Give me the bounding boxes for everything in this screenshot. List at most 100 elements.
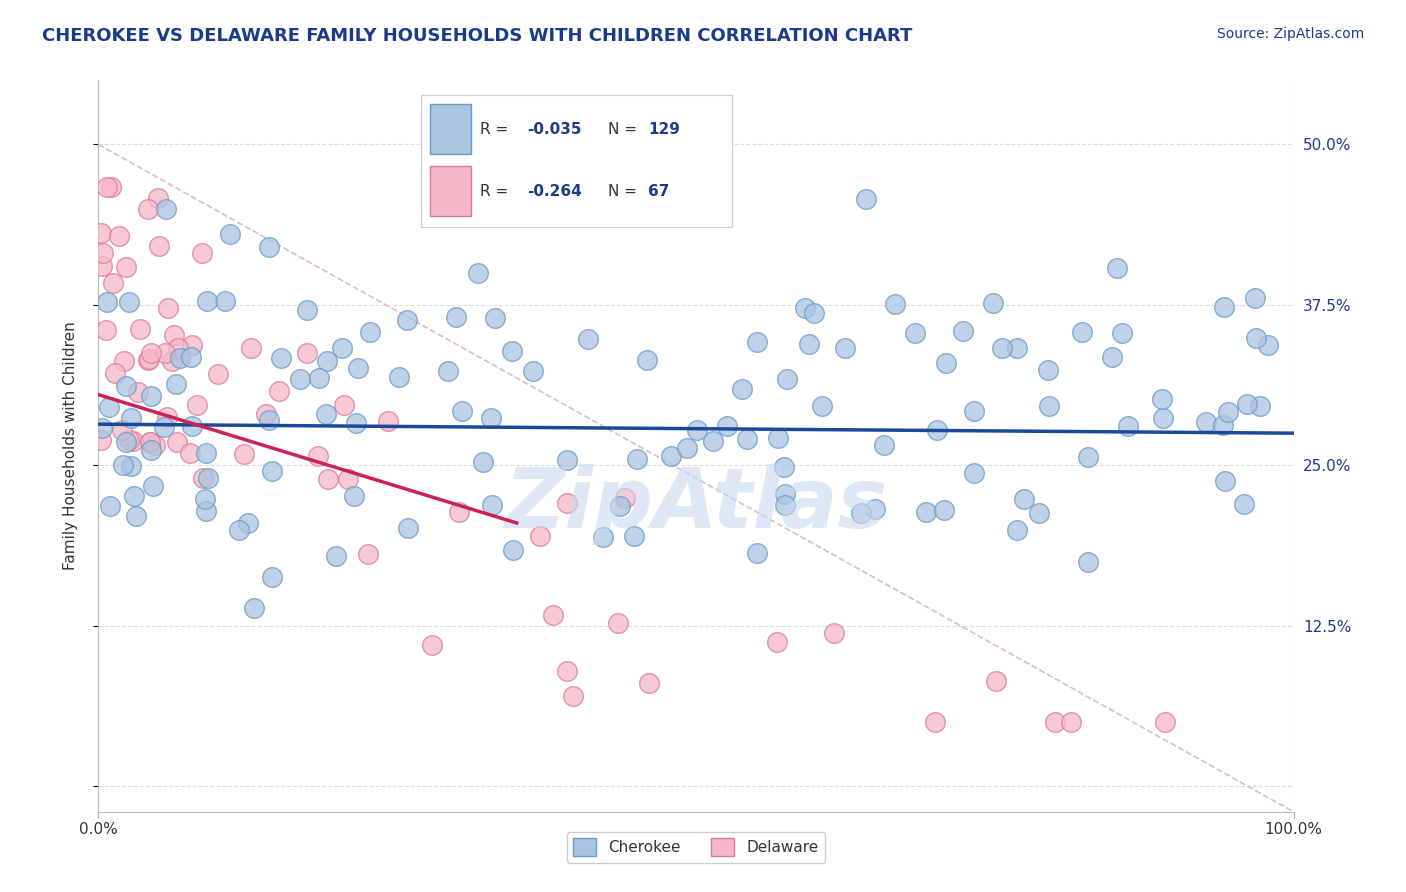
Point bbox=[766, 635, 789, 649]
Point bbox=[420, 638, 443, 652]
Point bbox=[166, 435, 188, 450]
Point bbox=[156, 409, 179, 424]
Point bbox=[609, 500, 631, 514]
Point bbox=[194, 446, 217, 460]
Point bbox=[297, 303, 319, 318]
Point bbox=[1028, 506, 1050, 520]
Point bbox=[143, 438, 166, 452]
Point bbox=[359, 326, 381, 340]
Point bbox=[396, 521, 419, 535]
Point bbox=[444, 310, 467, 325]
Point bbox=[122, 489, 145, 503]
Point bbox=[1077, 450, 1099, 465]
Point bbox=[100, 179, 122, 194]
Point bbox=[1244, 291, 1267, 305]
Point bbox=[160, 353, 183, 368]
Point bbox=[773, 460, 796, 475]
Point bbox=[112, 458, 135, 472]
Point bbox=[1236, 397, 1258, 411]
Point bbox=[118, 294, 141, 309]
Point bbox=[316, 471, 339, 485]
Point bbox=[1154, 714, 1177, 729]
Point bbox=[1257, 338, 1279, 352]
Text: Source: ZipAtlas.com: Source: ZipAtlas.com bbox=[1216, 27, 1364, 41]
Point bbox=[963, 404, 986, 418]
Point bbox=[1036, 363, 1059, 377]
Point bbox=[96, 295, 118, 310]
Point bbox=[1071, 325, 1094, 339]
Point bbox=[1246, 331, 1268, 345]
Point bbox=[952, 324, 974, 338]
Point bbox=[194, 491, 217, 506]
Text: CHEROKEE VS DELAWARE FAMILY HOUSEHOLDS WITH CHILDREN CORRELATION CHART: CHEROKEE VS DELAWARE FAMILY HOUSEHOLDS W… bbox=[42, 27, 912, 45]
Point bbox=[991, 342, 1014, 356]
Text: ZipAtlas: ZipAtlas bbox=[505, 464, 887, 545]
Point bbox=[180, 351, 202, 365]
Point bbox=[1249, 399, 1271, 413]
Point bbox=[139, 389, 162, 403]
Point bbox=[1213, 474, 1236, 488]
Point bbox=[1038, 399, 1060, 413]
Point bbox=[97, 401, 120, 415]
Point bbox=[118, 434, 141, 448]
Point bbox=[467, 267, 489, 281]
Point bbox=[125, 508, 148, 523]
Point bbox=[803, 306, 825, 320]
Point bbox=[344, 416, 367, 430]
Point bbox=[295, 346, 318, 360]
Point bbox=[290, 371, 312, 385]
Point bbox=[924, 714, 946, 729]
Point bbox=[626, 451, 648, 466]
Point bbox=[735, 432, 758, 446]
Point bbox=[963, 466, 986, 480]
Point bbox=[120, 410, 142, 425]
Point bbox=[794, 301, 817, 315]
Point bbox=[103, 276, 125, 290]
Point bbox=[114, 260, 136, 275]
Point bbox=[638, 676, 661, 690]
Point bbox=[745, 335, 768, 350]
Point bbox=[91, 421, 114, 435]
Point bbox=[236, 516, 259, 530]
Point bbox=[121, 434, 143, 449]
Point bbox=[773, 498, 796, 512]
Point bbox=[186, 398, 208, 412]
Point bbox=[1101, 350, 1123, 364]
Point bbox=[239, 341, 262, 355]
Point bbox=[195, 293, 218, 308]
Point bbox=[592, 530, 614, 544]
Point bbox=[1014, 492, 1036, 507]
Point bbox=[776, 372, 799, 386]
Point bbox=[484, 311, 506, 326]
Point bbox=[90, 226, 112, 240]
Point bbox=[93, 245, 115, 260]
Point bbox=[471, 455, 494, 469]
Point bbox=[1107, 261, 1129, 276]
Point bbox=[94, 323, 117, 337]
Point bbox=[849, 506, 872, 520]
Point bbox=[613, 491, 636, 506]
Point bbox=[112, 354, 135, 368]
Point bbox=[1005, 342, 1028, 356]
Point bbox=[357, 547, 380, 561]
Point bbox=[935, 356, 957, 370]
Point bbox=[981, 295, 1004, 310]
Point bbox=[129, 321, 152, 335]
Point bbox=[139, 434, 162, 449]
Point bbox=[1059, 714, 1081, 729]
Point bbox=[139, 346, 162, 360]
Point bbox=[904, 326, 927, 340]
Point bbox=[180, 338, 202, 352]
Point bbox=[167, 341, 190, 355]
Point bbox=[377, 414, 399, 428]
Point bbox=[872, 438, 894, 452]
Point bbox=[269, 384, 291, 398]
Point bbox=[576, 332, 599, 346]
Point bbox=[915, 506, 938, 520]
Point bbox=[481, 411, 503, 425]
Point bbox=[716, 419, 738, 434]
Point bbox=[148, 239, 170, 253]
Point bbox=[179, 446, 201, 460]
Point bbox=[308, 371, 330, 385]
Point bbox=[257, 413, 280, 427]
